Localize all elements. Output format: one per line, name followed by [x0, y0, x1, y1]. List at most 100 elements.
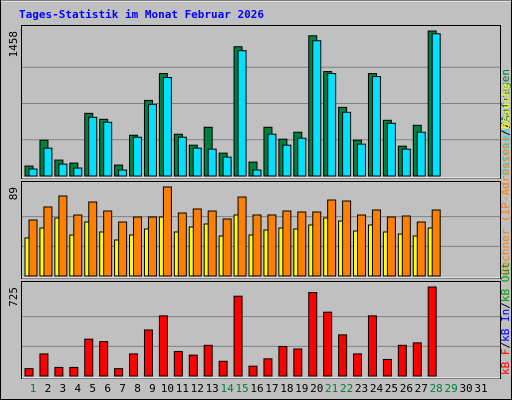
bar: [222, 218, 232, 277]
x-tick-label: 8: [134, 382, 141, 395]
legend-entry: kB Out: [499, 262, 512, 302]
legend-entry: Rechner (IP-Adressen): [499, 136, 512, 275]
bar: [28, 168, 38, 177]
x-tick-label: 27: [415, 382, 428, 395]
legend-entry: Anfragen: [499, 69, 512, 122]
bar: [248, 365, 258, 377]
bar: [386, 216, 396, 277]
bar: [43, 206, 53, 277]
bar: [177, 136, 187, 177]
legend-separator: /: [499, 342, 512, 349]
legend-separator: /: [499, 129, 512, 136]
x-tick-label: 13: [206, 382, 219, 395]
x-tick-label: 1: [30, 382, 37, 395]
y-tick-label: 1458: [7, 31, 20, 58]
bar: [327, 199, 337, 277]
bar: [312, 211, 322, 277]
bar: [192, 147, 202, 177]
bar: [218, 360, 228, 377]
bar: [357, 143, 367, 177]
x-tick-label: 14: [221, 382, 235, 395]
x-tick-label: 26: [400, 382, 413, 395]
x-tick-label: 7: [119, 382, 126, 395]
bar: [397, 344, 407, 377]
x-tick-label: 30: [459, 382, 472, 395]
bar: [99, 341, 109, 377]
bar: [252, 169, 262, 177]
bar: [207, 210, 217, 277]
bar: [39, 353, 49, 377]
bar: [129, 353, 139, 377]
x-tick-label: 21: [325, 382, 338, 395]
bar: [338, 334, 348, 377]
bar: [143, 329, 153, 377]
x-tick-label: 5: [89, 382, 96, 395]
bar: [162, 186, 172, 277]
legend-entry: kB In: [499, 309, 512, 342]
bar: [342, 111, 352, 177]
bar: [103, 210, 113, 277]
x-tick-label: 4: [74, 382, 81, 395]
bar: [188, 354, 198, 377]
bar: [293, 348, 303, 377]
bar: [54, 366, 64, 377]
x-tick-label: 20: [310, 382, 323, 395]
x-tick-label: 6: [104, 382, 111, 395]
legend: Dateien/Anfragen: [499, 69, 512, 175]
bar: [371, 209, 381, 277]
bar: [237, 50, 247, 177]
x-tick-label: 17: [265, 382, 278, 395]
x-tick-label: 9: [149, 382, 156, 395]
legend-entry: Dateien: [499, 129, 512, 175]
bar: [237, 196, 247, 277]
x-tick-label: 18: [280, 382, 293, 395]
bar: [401, 215, 411, 277]
bar: [312, 40, 322, 177]
y-tick-label: 725: [7, 287, 20, 307]
bar: [69, 366, 79, 377]
bar: [222, 156, 232, 177]
x-tick-label: 23: [355, 382, 368, 395]
legend-separator: /: [499, 302, 512, 309]
bar: [416, 221, 426, 277]
bar: [192, 208, 202, 277]
x-tick-label: 29: [445, 382, 458, 395]
bar: [88, 116, 98, 177]
bar: [84, 338, 94, 377]
x-tick-label: 12: [191, 382, 204, 395]
bar: [263, 358, 273, 377]
x-tick-label: 22: [340, 382, 353, 395]
x-tick-label: 28: [430, 382, 443, 395]
x-tick-label: 24: [370, 382, 384, 395]
bar: [114, 368, 124, 377]
bar: [203, 344, 213, 377]
legend: Rechner (IP-Adressen)/Besuche: [499, 83, 512, 275]
bar: [382, 358, 392, 377]
bar: [158, 315, 168, 377]
bar: [367, 315, 377, 377]
bar: [282, 144, 292, 177]
bar: [233, 295, 243, 377]
bar: [58, 195, 68, 277]
bar: [323, 311, 333, 377]
legend-entry: Besuche: [499, 83, 512, 129]
bar: [177, 212, 187, 277]
x-tick-label: 11: [176, 382, 189, 395]
bar: [133, 216, 143, 277]
bar: [412, 342, 422, 377]
bar: [162, 77, 172, 177]
x-tick-label: 15: [235, 382, 248, 395]
chart-title: Tages-Statistik im Monat Februar 2026: [19, 8, 264, 21]
x-tick-label: 31: [474, 382, 487, 395]
bar: [73, 167, 83, 177]
x-tick-label: 10: [161, 382, 174, 395]
bar: [207, 148, 217, 177]
bar: [118, 221, 128, 277]
bar: [342, 200, 352, 277]
x-tick-label: 2: [45, 382, 52, 395]
bar: [267, 133, 277, 177]
bar: [401, 148, 411, 177]
legend-separator: /: [499, 122, 512, 129]
bar: [147, 216, 157, 277]
legend: kB F/kB In/kB Out: [499, 262, 512, 375]
